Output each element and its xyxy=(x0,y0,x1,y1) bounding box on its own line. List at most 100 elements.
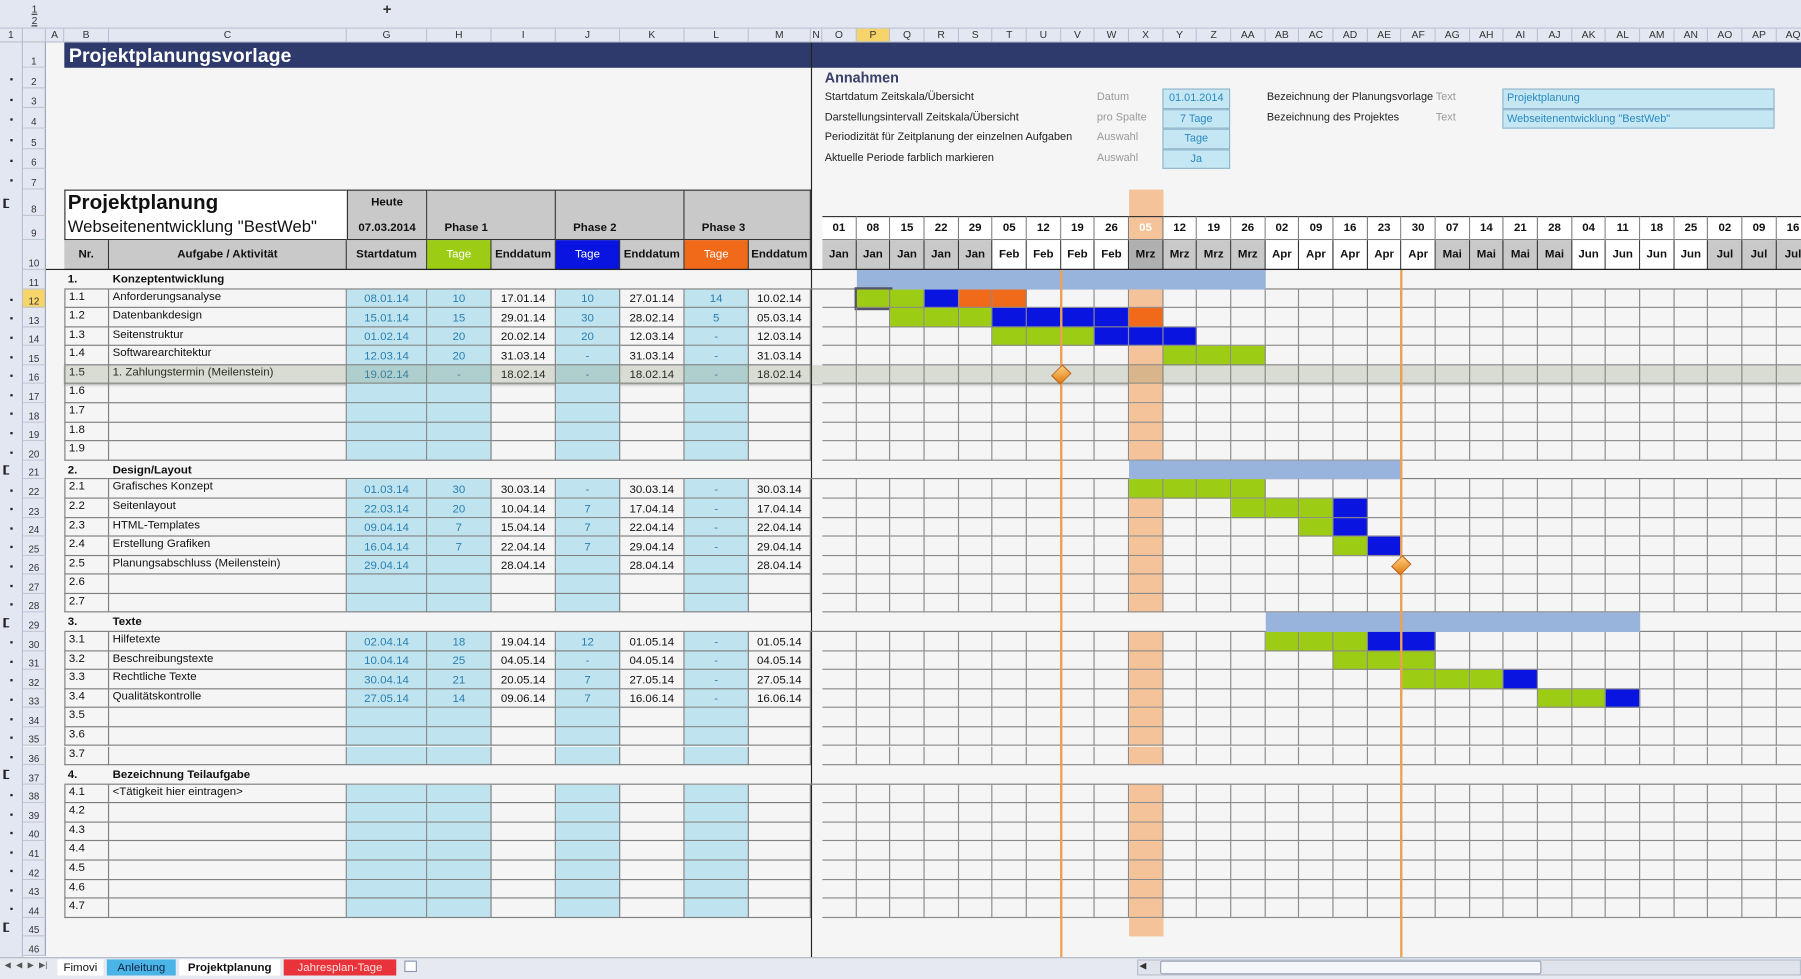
gantt-cell[interactable] xyxy=(924,555,959,575)
gantt-cell[interactable] xyxy=(992,384,1027,404)
gantt-cell[interactable] xyxy=(1060,555,1096,575)
gantt-cell[interactable] xyxy=(1776,899,1801,918)
gantt-cell[interactable] xyxy=(924,403,959,423)
gantt-cell[interactable] xyxy=(1265,346,1300,366)
task-cell-start[interactable]: 08.01.14 xyxy=(346,289,428,309)
task-cell-t3[interactable]: - xyxy=(684,498,749,518)
gantt-cell[interactable] xyxy=(924,689,959,709)
outline-collapse-icon[interactable] xyxy=(3,922,10,932)
gantt-cell[interactable] xyxy=(924,346,959,366)
gantt-cell[interactable] xyxy=(1538,365,1573,385)
gantt-cell[interactable] xyxy=(1333,289,1368,309)
task-cell-t2[interactable]: - xyxy=(555,479,621,499)
gantt-cell[interactable] xyxy=(1708,689,1743,709)
gantt-cell[interactable] xyxy=(1026,746,1061,766)
gantt-cell[interactable] xyxy=(1572,651,1607,671)
column-header[interactable]: L xyxy=(684,28,749,43)
gantt-cell[interactable] xyxy=(1026,593,1061,613)
task-cell-e1[interactable]: 17.01.14 xyxy=(491,289,556,309)
task-cell-t1[interactable] xyxy=(427,898,492,918)
gantt-cell[interactable] xyxy=(1503,670,1539,690)
gantt-cell[interactable] xyxy=(1333,308,1368,328)
gantt-cell[interactable] xyxy=(1606,308,1641,328)
gantt-cell[interactable] xyxy=(1401,327,1436,347)
gantt-cell[interactable] xyxy=(1401,631,1436,652)
task-cell-t1[interactable]: 20 xyxy=(427,498,492,518)
gantt-cell[interactable] xyxy=(1299,327,1334,347)
gantt-cell[interactable] xyxy=(1674,289,1709,309)
gantt-cell[interactable] xyxy=(1265,384,1300,404)
gantt-cell[interactable] xyxy=(1572,289,1607,309)
gantt-cell[interactable] xyxy=(1776,727,1801,747)
task-cell-e1[interactable]: 04.05.14 xyxy=(491,651,556,671)
task-cell-t3[interactable]: - xyxy=(684,689,749,709)
gantt-cell[interactable] xyxy=(1572,708,1607,728)
gantt-cell[interactable] xyxy=(856,879,891,899)
gantt-cell[interactable] xyxy=(822,517,857,537)
column-header[interactable]: N xyxy=(810,28,823,43)
task-cell-start[interactable]: 19.02.14 xyxy=(346,365,428,385)
gantt-cell[interactable] xyxy=(1503,555,1539,575)
gantt-cell[interactable] xyxy=(1708,479,1743,499)
gantt-cell[interactable] xyxy=(1265,365,1300,385)
gantt-cell[interactable] xyxy=(1572,689,1607,709)
gantt-cell[interactable] xyxy=(1060,574,1096,594)
gantt-cell[interactable] xyxy=(958,651,993,671)
gantt-cell[interactable] xyxy=(822,289,857,309)
gantt-cell[interactable] xyxy=(1026,727,1061,747)
task-cell-start[interactable] xyxy=(346,727,428,747)
gantt-cell[interactable] xyxy=(1299,346,1334,366)
task-cell-t2[interactable] xyxy=(555,422,621,442)
column-header[interactable]: A xyxy=(45,28,65,43)
gantt-cell[interactable] xyxy=(1129,498,1164,518)
gantt-cell[interactable] xyxy=(1503,651,1539,671)
gantt-cell[interactable] xyxy=(1674,689,1709,709)
gantt-cell[interactable] xyxy=(1095,403,1130,423)
gantt-cell[interactable] xyxy=(958,346,993,366)
task-cell-e3[interactable]: 04.05.14 xyxy=(748,651,811,671)
row-header[interactable]: 3 xyxy=(22,88,46,109)
gantt-cell[interactable] xyxy=(1333,670,1368,690)
gantt-cell[interactable] xyxy=(1708,879,1743,899)
task-cell-nr[interactable]: 1.4 xyxy=(64,346,110,366)
gantt-cell[interactable] xyxy=(1367,746,1402,766)
outline-collapse-icon[interactable] xyxy=(3,198,10,208)
task-cell-name[interactable] xyxy=(109,574,347,594)
gantt-cell[interactable] xyxy=(1026,517,1061,537)
gantt-cell[interactable] xyxy=(1742,879,1777,899)
gantt-cell[interactable] xyxy=(1333,898,1368,918)
task-cell-e2[interactable] xyxy=(620,784,685,804)
column-header[interactable]: AM xyxy=(1640,28,1675,43)
gantt-cell[interactable] xyxy=(1060,479,1096,499)
task-cell-e3[interactable] xyxy=(748,384,811,404)
gantt-cell[interactable] xyxy=(1129,536,1164,556)
gantt-cell[interactable] xyxy=(1367,403,1402,423)
gantt-cell[interactable] xyxy=(1435,555,1470,575)
gantt-cell[interactable] xyxy=(1572,574,1607,594)
task-cell-start[interactable]: 09.04.14 xyxy=(346,517,428,537)
row-header[interactable]: 44 xyxy=(22,898,46,918)
gantt-cell[interactable] xyxy=(1367,517,1402,537)
task-cell-t3[interactable] xyxy=(684,879,749,899)
scroll-left-button[interactable]: ◀ xyxy=(1139,960,1147,971)
gantt-cell[interactable] xyxy=(1708,860,1743,880)
task-cell-t3[interactable]: - xyxy=(684,536,749,556)
gantt-cell[interactable] xyxy=(1503,631,1539,652)
task-cell-e3[interactable] xyxy=(748,441,811,461)
gantt-cell[interactable] xyxy=(1163,403,1198,423)
task-cell-nr[interactable]: 1.1 xyxy=(64,289,110,309)
gantt-cell[interactable] xyxy=(1742,898,1777,918)
task-cell-t1[interactable]: 21 xyxy=(427,670,492,690)
gantt-cell[interactable] xyxy=(1231,479,1266,499)
gantt-cell[interactable] xyxy=(1197,441,1232,461)
gantt-cell[interactable] xyxy=(1708,574,1743,594)
gantt-cell[interactable] xyxy=(1163,651,1198,671)
gantt-cell[interactable] xyxy=(1367,574,1402,594)
expand-button[interactable]: + xyxy=(382,0,392,18)
task-cell-t3[interactable] xyxy=(684,860,749,880)
gantt-cell[interactable] xyxy=(1708,498,1743,518)
gantt-cell[interactable] xyxy=(890,593,925,613)
gantt-cell[interactable] xyxy=(1026,784,1061,804)
task-cell-e2[interactable]: 27.01.14 xyxy=(620,289,685,309)
tab-nav-button[interactable]: ◀ xyxy=(16,961,23,970)
